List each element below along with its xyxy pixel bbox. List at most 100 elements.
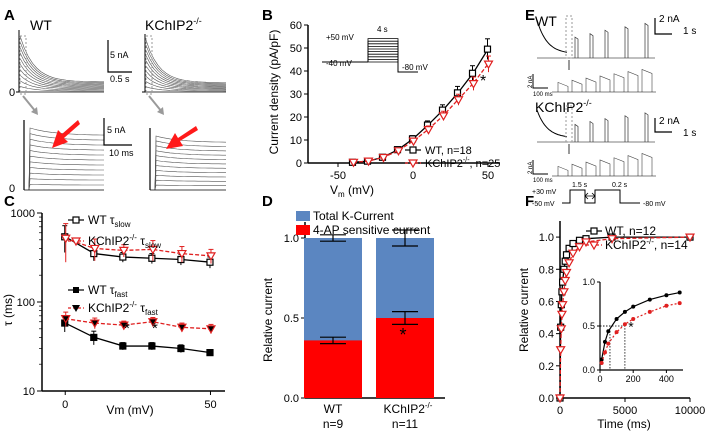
- panel-f-data-point: [558, 288, 569, 298]
- panel-f-data-point: [554, 394, 566, 404]
- panel-e-zoom-trace: [585, 161, 597, 176]
- panel-f-inset-data-point: [606, 341, 611, 346]
- panel-a-current-trace: [19, 80, 104, 91]
- panel-e-scale-big-x-1: 1 s: [683, 26, 696, 37]
- panel-e-scale-small-x-2: 100 ms: [533, 178, 553, 184]
- panel-d-legend-4ap: 4-AP sensitive current: [313, 223, 431, 237]
- panel-f-inset-data-point: [631, 304, 636, 309]
- panel-e-recovery-pulse: [644, 22, 649, 58]
- panel-f-data-point: [556, 310, 567, 320]
- panel-f-xlabel: Time (ms): [597, 417, 651, 431]
- panel-b-xlabel: Vm (mV): [330, 183, 374, 199]
- panel-a-ko-overview-traces: [142, 34, 227, 93]
- panel-b-data-point: [363, 157, 374, 167]
- panel-e-scale-small-y-2: 2 nA: [528, 162, 534, 174]
- panel-a-current-trace: [145, 65, 227, 88]
- panel-c-series-line: [65, 237, 211, 257]
- panel-c-xlabel: Vm (mV): [106, 403, 153, 417]
- panel-f-inset-star: *: [628, 318, 634, 334]
- panel-a-scale-top-y: 5 nA: [110, 50, 129, 60]
- panel-b-y-tick-label: 0: [296, 158, 302, 170]
- panel-c-data-point: [176, 323, 187, 333]
- panel-a-current-trace: [145, 81, 226, 91]
- panel-b-y-tick-label: 40: [290, 66, 302, 78]
- panel-f-inset-data-point: [614, 316, 619, 321]
- panel-f-y-tick-label: 0.2: [539, 361, 554, 373]
- panel-f-data-point: [561, 268, 572, 278]
- panel-a-zoom-trace: [28, 161, 104, 191]
- panel-f-inset-data-point: [599, 360, 604, 365]
- panel-label-e: E: [525, 7, 535, 24]
- panel-d-group-wt: WT: [324, 402, 343, 416]
- panel-f-legend-ko: KChIP2-/-, n=14: [605, 237, 688, 252]
- panel-e-scale-small-y-1: 2 nA: [528, 76, 534, 88]
- panel-e-recovery-pulse: [574, 36, 579, 58]
- panel-f-data-point: [564, 259, 575, 269]
- panel-f-ylabel: Relative current: [517, 267, 531, 352]
- panel-d-plot: [304, 229, 434, 398]
- panel-b-data-point: [483, 45, 492, 53]
- panel-a-zoom-trace: [28, 184, 104, 191]
- panel-f-inset-data-point: [622, 322, 627, 327]
- panel-c-legend-wt-fast: WT τfast: [88, 283, 128, 299]
- panel-e-zoom-region: [565, 15, 573, 59]
- panel-a-wt-red-arrow: [52, 120, 80, 148]
- panel-e-protocol-v-end: -80 mV: [643, 201, 666, 208]
- panel-f-inset-data-point: [677, 301, 682, 306]
- panel-a-zoom-trace: [154, 184, 227, 191]
- panel-f-legend-wt: WT, n=12: [605, 224, 656, 238]
- panel-d-legend: Total K-Current 4-AP sensitive current: [296, 209, 431, 237]
- panel-c-axes: 10 100 1000 0 50: [11, 208, 225, 411]
- panel-e-zoom-trace: [557, 165, 569, 176]
- panel-f-inset-y-tick-label: 1.0: [582, 277, 595, 287]
- panel-a-zoom-trace: [154, 179, 226, 191]
- panel-a-capacitive-spike: [16, 30, 20, 93]
- panel-e-scale-bar-small-2: [532, 160, 548, 175]
- panel-c-data-point: [147, 245, 158, 255]
- panel-c-data-point: [176, 249, 187, 259]
- panel-c-star-1: *: [124, 320, 130, 337]
- panel-b-protocol-steps: [367, 38, 399, 63]
- panel-e-zoom-trace: [599, 75, 611, 92]
- panel-c-data-point: [147, 318, 158, 327]
- panel-b-series-line: [352, 63, 489, 163]
- panel-a-current-trace: [19, 69, 104, 89]
- panel-e-ko-label: KChIP2-/-: [535, 98, 592, 115]
- panel-e-zoom-trace: [613, 157, 625, 176]
- panel-f-x-tick-label: 0: [557, 405, 563, 417]
- panel-d: 0.0 0.5 1.0 Total K-Current 4-AP sensitive…: [261, 209, 445, 431]
- panel-a-zoom-trace: [28, 139, 105, 191]
- panel-a-wt-label: WT: [30, 17, 52, 33]
- panel-f-data-point: [556, 325, 567, 335]
- panel-e-traces: [536, 15, 656, 177]
- panel-e-scale-bar-big-1: [654, 18, 672, 35]
- panel-a-zoom-trace: [154, 145, 227, 191]
- panel-e-protocol-line: [562, 189, 640, 204]
- panel-c-legend-ko-fast: KChIP2-/- τfast: [88, 300, 159, 317]
- panel-a-zoom-trace: [154, 150, 226, 191]
- panel-c-data-point: [118, 321, 129, 331]
- panel-b-data-point: [423, 126, 434, 135]
- panel-c-legend-ko-fast-marker: [72, 305, 80, 312]
- panel-d-group-ko: KChIP2-/-: [384, 401, 433, 416]
- panel-b-protocol-return: [397, 62, 418, 73]
- panel-e-recovery-pulse: [604, 117, 609, 142]
- panel-f-plot: [554, 233, 696, 404]
- panel-a-zoom-trace: [28, 167, 104, 191]
- panel-c-star-2: *: [152, 320, 158, 337]
- panel-e-zoom-trace: [613, 73, 625, 92]
- panel-f-inset-y-tick-label: 0.5: [582, 321, 595, 331]
- panel-f-legend-wt-marker: [590, 227, 598, 235]
- panel-e-protocol-t1: 1.5 s: [572, 182, 588, 189]
- panel-e-scale-small-x-1: 100 ms: [533, 92, 553, 98]
- panel-a-zoom-trace: [28, 144, 105, 191]
- panel-a-scale-bar-bottom: [103, 118, 132, 146]
- panel-c-data-point: [148, 342, 156, 350]
- panel-label-d: D: [262, 193, 273, 210]
- panel-b-inset-v-hold: -40 mV: [326, 59, 352, 68]
- panel-a-wt-zoom-arrowhead: [31, 107, 38, 115]
- panel-b-ylabel: Current density (pA/pF): [267, 30, 281, 155]
- panel-f-y-tick-label: 0.8: [539, 264, 554, 276]
- panel-f-inset-data-point: [664, 303, 669, 308]
